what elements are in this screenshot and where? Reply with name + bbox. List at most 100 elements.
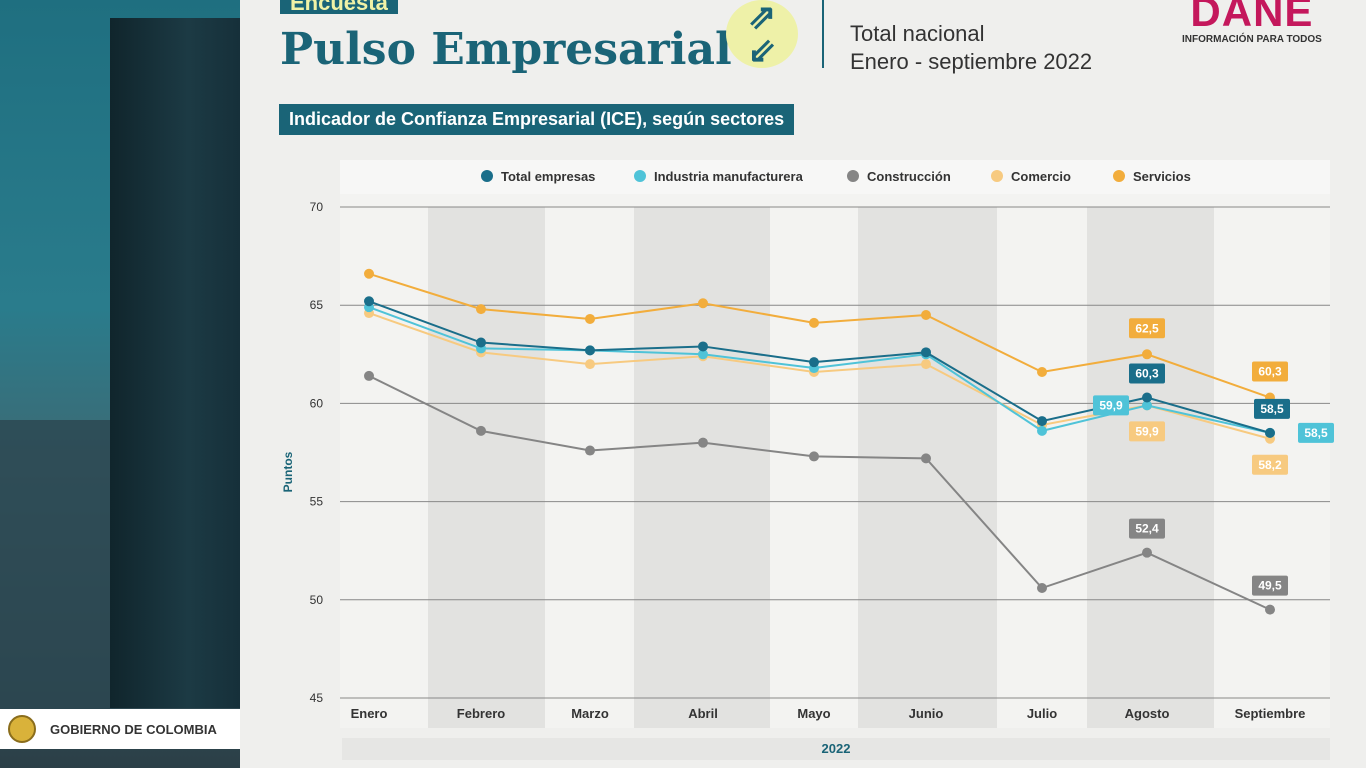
data-point	[476, 304, 486, 315]
x-tick-label: Abril	[688, 706, 718, 721]
data-label-box	[1252, 361, 1288, 382]
x-tick-label: Marzo	[571, 706, 609, 721]
legend-label: Total empresas	[501, 169, 595, 184]
data-point	[1142, 400, 1152, 411]
data-label-box	[1129, 318, 1165, 339]
data-label: 62,5	[1135, 321, 1159, 335]
arrows-icon: ⇗ ⇙	[726, 0, 798, 68]
data-point	[585, 313, 595, 324]
survey-tag: Encuesta	[280, 0, 398, 14]
data-point	[364, 296, 374, 307]
data-point	[585, 345, 595, 356]
data-point	[809, 451, 819, 462]
data-label: 49,5	[1258, 579, 1282, 593]
chart-title: Indicador de Confianza Empresarial (ICE)…	[279, 104, 795, 135]
column-band	[428, 207, 545, 728]
data-point	[698, 298, 708, 309]
x-tick-label: Junio	[909, 706, 944, 721]
building-image	[0, 420, 115, 710]
data-point	[809, 317, 819, 328]
data-point	[921, 359, 931, 370]
legend-marker	[481, 170, 493, 182]
y-tick-label: 45	[310, 691, 324, 705]
data-label: 59,9	[1135, 424, 1159, 438]
x-title-band	[342, 738, 1330, 760]
page-title: Pulso Empresarial	[280, 24, 732, 75]
data-point	[1037, 416, 1047, 427]
y-tick-label: 60	[310, 396, 324, 410]
x-tick-label: Agosto	[1125, 706, 1170, 721]
logo-text: DANE	[1190, 0, 1314, 35]
data-label: 58,5	[1260, 402, 1284, 416]
subtitle: Total nacional Enero - septiembre 2022	[850, 20, 1092, 76]
column-band	[634, 207, 770, 728]
y-axis-label: Puntos	[281, 451, 295, 492]
x-tick-label: Mayo	[797, 706, 830, 721]
background-photo	[0, 0, 240, 768]
data-point	[1037, 583, 1047, 594]
legend-marker	[1113, 170, 1125, 182]
data-label-box	[1252, 575, 1288, 596]
data-label: 60,3	[1135, 367, 1159, 381]
column-band	[1087, 207, 1214, 728]
column-band	[858, 207, 997, 728]
government-badge: GOBIERNO DE COLOMBIA	[0, 709, 240, 749]
data-point	[921, 310, 931, 321]
y-tick-label: 50	[310, 593, 324, 607]
logo-tagline: INFORMACIÓN PARA TODOS	[1182, 34, 1322, 45]
data-point	[698, 437, 708, 448]
data-point	[1037, 366, 1047, 377]
legend-marker	[634, 170, 646, 182]
data-label-box	[1129, 518, 1165, 539]
y-tick-label: 65	[310, 298, 324, 312]
data-point	[585, 359, 595, 370]
data-point	[1142, 392, 1152, 403]
data-point	[1142, 349, 1152, 360]
coat-of-arms-icon	[8, 715, 36, 743]
dane-logo: DANE INFORMACIÓN PARA TODOS	[1182, 0, 1322, 45]
data-point	[1265, 604, 1275, 615]
legend-label: Construcción	[867, 169, 951, 184]
legend-label: Comercio	[1011, 169, 1071, 184]
data-point	[364, 268, 374, 279]
data-point	[476, 425, 486, 436]
data-label-box	[1093, 395, 1129, 416]
data-label-box	[1254, 398, 1290, 419]
data-point	[698, 349, 708, 360]
scope: Total nacional	[850, 21, 985, 46]
legend-label: Servicios	[1133, 169, 1191, 184]
data-point	[1265, 427, 1275, 438]
x-tick-label: Septiembre	[1235, 706, 1306, 721]
x-axis-label: 2022	[822, 741, 851, 756]
data-point	[1142, 547, 1152, 558]
data-point	[585, 445, 595, 456]
data-label: 52,4	[1135, 522, 1159, 536]
x-tick-label: Julio	[1027, 706, 1057, 721]
divider	[822, 0, 824, 68]
data-label-box	[1129, 421, 1165, 442]
legend-background	[340, 160, 1330, 194]
data-label-box	[1252, 454, 1288, 475]
data-point	[476, 337, 486, 348]
government-label: GOBIERNO DE COLOMBIA	[50, 721, 217, 737]
tower-image	[110, 18, 240, 708]
legend-marker	[847, 170, 859, 182]
data-label: 58,5	[1304, 426, 1328, 440]
data-point	[1037, 425, 1047, 436]
data-point	[698, 341, 708, 352]
data-point	[809, 357, 819, 368]
legend-marker	[991, 170, 1003, 182]
data-label-box	[1129, 363, 1165, 384]
data-label: 58,2	[1258, 458, 1282, 472]
y-tick-label: 70	[310, 200, 324, 214]
y-tick-label: 55	[310, 495, 324, 509]
legend-label: Industria manufacturera	[654, 169, 804, 184]
data-point	[921, 453, 931, 464]
data-label: 60,3	[1258, 365, 1282, 379]
data-label-box	[1298, 422, 1334, 443]
x-tick-label: Febrero	[457, 706, 505, 721]
x-tick-label: Enero	[351, 706, 388, 721]
data-point	[921, 347, 931, 358]
data-label: 59,9	[1099, 398, 1123, 412]
